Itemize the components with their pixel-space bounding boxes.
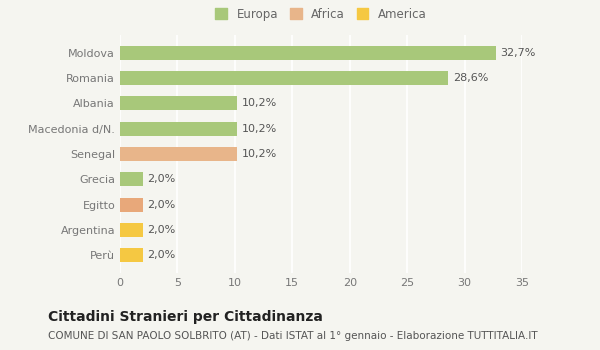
- Text: Cittadini Stranieri per Cittadinanza: Cittadini Stranieri per Cittadinanza: [48, 310, 323, 324]
- Bar: [120, 172, 143, 186]
- Text: 10,2%: 10,2%: [242, 98, 277, 108]
- Bar: [120, 248, 143, 262]
- Bar: [120, 46, 496, 60]
- Text: 2,0%: 2,0%: [148, 199, 176, 210]
- Bar: [120, 97, 237, 110]
- Bar: [120, 122, 237, 136]
- Text: COMUNE DI SAN PAOLO SOLBRITO (AT) - Dati ISTAT al 1° gennaio - Elaborazione TUTT: COMUNE DI SAN PAOLO SOLBRITO (AT) - Dati…: [48, 331, 538, 341]
- Bar: [120, 71, 448, 85]
- Text: 2,0%: 2,0%: [148, 250, 176, 260]
- Text: 28,6%: 28,6%: [453, 73, 488, 83]
- Text: 2,0%: 2,0%: [148, 225, 176, 235]
- Bar: [120, 223, 143, 237]
- Bar: [120, 198, 143, 211]
- Legend: Europa, Africa, America: Europa, Africa, America: [213, 5, 429, 23]
- Text: 10,2%: 10,2%: [242, 149, 277, 159]
- Text: 2,0%: 2,0%: [148, 174, 176, 184]
- Text: 32,7%: 32,7%: [500, 48, 536, 58]
- Bar: [120, 147, 237, 161]
- Text: 10,2%: 10,2%: [242, 124, 277, 134]
